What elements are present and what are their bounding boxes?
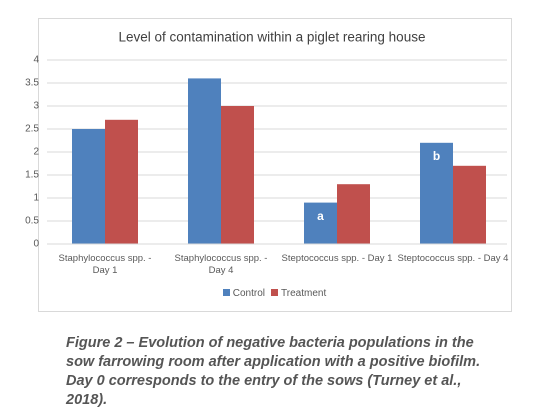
y-tick-label: 1 <box>33 193 39 204</box>
figure-caption: Figure 2 – Evolution of negative bacteri… <box>66 334 486 410</box>
bar <box>420 142 453 244</box>
x-tick-label: Steptococcus spp. - Day 1 <box>281 253 393 264</box>
bar <box>453 165 486 244</box>
legend-swatch <box>222 289 230 296</box>
bar-annotation: b <box>433 149 440 163</box>
x-tick-label: Staphylococcus spp. - Day 1 <box>58 253 152 276</box>
y-tick-label: 3 <box>33 101 39 112</box>
bar <box>221 106 254 244</box>
x-tick-label: Staphylococcus spp. - Day 4 <box>174 253 268 276</box>
y-tick-label: 2 <box>33 147 39 158</box>
chart-frame <box>38 18 512 312</box>
bar <box>105 119 138 244</box>
caption-text: Evolution of negative bacteria populatio… <box>66 335 481 408</box>
caption-label: Figure 2 – <box>66 335 135 351</box>
x-tick-label: Steptococcus spp. - Day 4 <box>397 253 509 264</box>
bar <box>304 202 337 244</box>
legend: Control Treatment <box>0 288 543 299</box>
y-tick-label: 0.5 <box>25 216 39 227</box>
y-tick-label: 3.5 <box>25 78 39 89</box>
bar-annotation: a <box>317 209 324 223</box>
y-tick-label: 2.5 <box>25 124 39 135</box>
legend-label: Control <box>232 288 266 299</box>
legend-label: Treatment <box>281 288 327 299</box>
y-tick-label: 0 <box>33 239 39 250</box>
bar <box>188 78 221 245</box>
y-tick-label: 4 <box>33 55 39 66</box>
bar <box>72 129 105 244</box>
legend-swatch <box>271 289 279 296</box>
y-tick-label: 1.5 <box>25 170 39 181</box>
chart-title: Level of contamination within a piglet r… <box>119 30 426 45</box>
bar <box>337 184 370 244</box>
